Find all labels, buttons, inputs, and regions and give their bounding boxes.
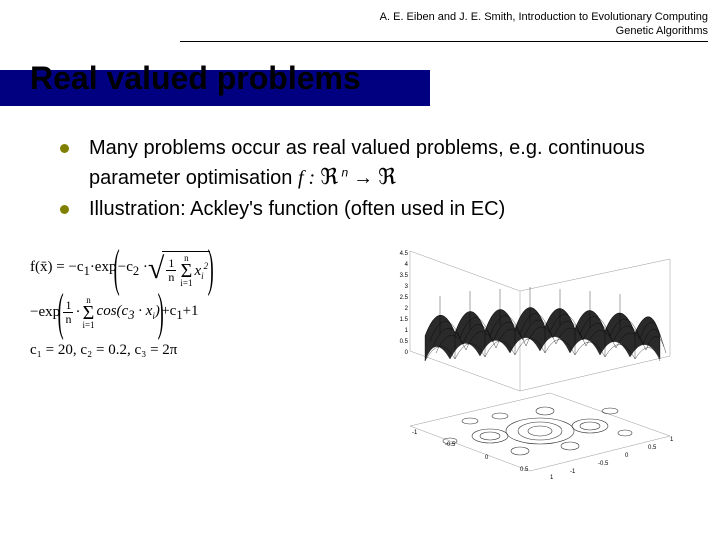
header-line-1: A. E. Eiben and J. E. Smith, Introductio… xyxy=(12,10,708,24)
svg-text:0.5: 0.5 xyxy=(648,445,657,451)
bullet-icon xyxy=(60,144,69,153)
title-region: Real valued problems xyxy=(0,60,720,97)
svg-text:0: 0 xyxy=(485,455,489,461)
exponent-n: n xyxy=(338,165,348,179)
f-sub-i: i xyxy=(201,271,204,281)
slide-title: Real valued problems xyxy=(0,60,720,97)
f-xi2: · x xyxy=(134,303,152,319)
f-eq: f(x̄) = −c xyxy=(30,259,84,275)
svg-text:3.5: 3.5 xyxy=(400,273,409,279)
svg-text:0: 0 xyxy=(625,453,629,459)
bullet-item: Illustration: Ackley's function (often u… xyxy=(60,196,680,223)
sigma-bot: i=1 xyxy=(180,279,192,288)
f-dot: · xyxy=(139,259,148,275)
surface-mesh xyxy=(425,287,666,361)
svg-text:0: 0 xyxy=(405,350,409,356)
svg-text:-1: -1 xyxy=(412,430,418,436)
bullet-text: Illustration: Ackley's function (often u… xyxy=(89,196,505,223)
formula-line-2: −exp ( 1n · nΣi=1 cos(c3 · xi) ) +c1+1 xyxy=(30,296,360,330)
svg-text:0.5: 0.5 xyxy=(520,467,529,473)
frac-num: 1 xyxy=(166,257,176,271)
slide-header: A. E. Eiben and J. E. Smith, Introductio… xyxy=(0,0,720,41)
svg-text:4: 4 xyxy=(405,262,409,268)
svg-text:-0.5: -0.5 xyxy=(445,442,456,448)
svg-text:2: 2 xyxy=(405,306,409,312)
f-plus1: +1 xyxy=(183,303,199,319)
svg-text:4.5: 4.5 xyxy=(400,251,409,257)
svg-text:2.5: 2.5 xyxy=(400,295,409,301)
frac-den: n xyxy=(166,271,176,284)
formula-region: f(x̄) = −c1·exp ( −c2 · √ 1n nΣi=1 xi2 )… xyxy=(30,241,360,359)
real-symbol-2: ℜ xyxy=(378,164,396,189)
svg-text:-1: -1 xyxy=(570,469,576,475)
f-c2: −c xyxy=(118,259,133,275)
svg-text:1: 1 xyxy=(670,437,674,443)
header-line-2: Genetic Algorithms xyxy=(12,24,708,38)
ackley-surface-svg: 4.5 4 3.5 3 2.5 2 1.5 1 0.5 0 xyxy=(370,241,690,481)
sigma-bot: i=1 xyxy=(82,321,94,330)
content-area: Many problems occur as real valued probl… xyxy=(0,135,720,223)
formula-constants: c₁ = 20, c₂ = 0.2, c₃ = 2π xyxy=(30,342,360,359)
svg-text:1: 1 xyxy=(550,475,554,481)
header-underline xyxy=(180,41,708,42)
bullet-icon xyxy=(60,205,69,214)
real-symbol: ℜ xyxy=(320,164,338,189)
f-exp: ·exp xyxy=(90,259,117,275)
formula-line-1: f(x̄) = −c1·exp ( −c2 · √ 1n nΣi=1 xi2 ) xyxy=(30,251,360,288)
frac-den: n xyxy=(63,313,73,326)
ackley-plot: 4.5 4 3.5 3 2.5 2 1.5 1 0.5 0 xyxy=(370,241,690,481)
bullet-text: Many problems occur as real valued probl… xyxy=(89,135,680,192)
contour-base xyxy=(410,393,670,471)
svg-text:-0.5: -0.5 xyxy=(598,461,609,467)
bullet-item: Many problems occur as real valued probl… xyxy=(60,135,680,192)
f-minus-exp: −exp xyxy=(30,304,60,321)
svg-text:1: 1 xyxy=(405,328,409,334)
figures-row: f(x̄) = −c1·exp ( −c2 · √ 1n nΣi=1 xi2 )… xyxy=(0,241,720,481)
svg-text:3: 3 xyxy=(405,284,409,290)
svg-text:1.5: 1.5 xyxy=(400,317,409,323)
arrow: → xyxy=(348,167,378,189)
f-cos: cos(c xyxy=(97,303,129,319)
frac-num: 1 xyxy=(63,299,73,313)
fn-notation: f : xyxy=(298,167,320,189)
svg-text:0.5: 0.5 xyxy=(400,339,409,345)
